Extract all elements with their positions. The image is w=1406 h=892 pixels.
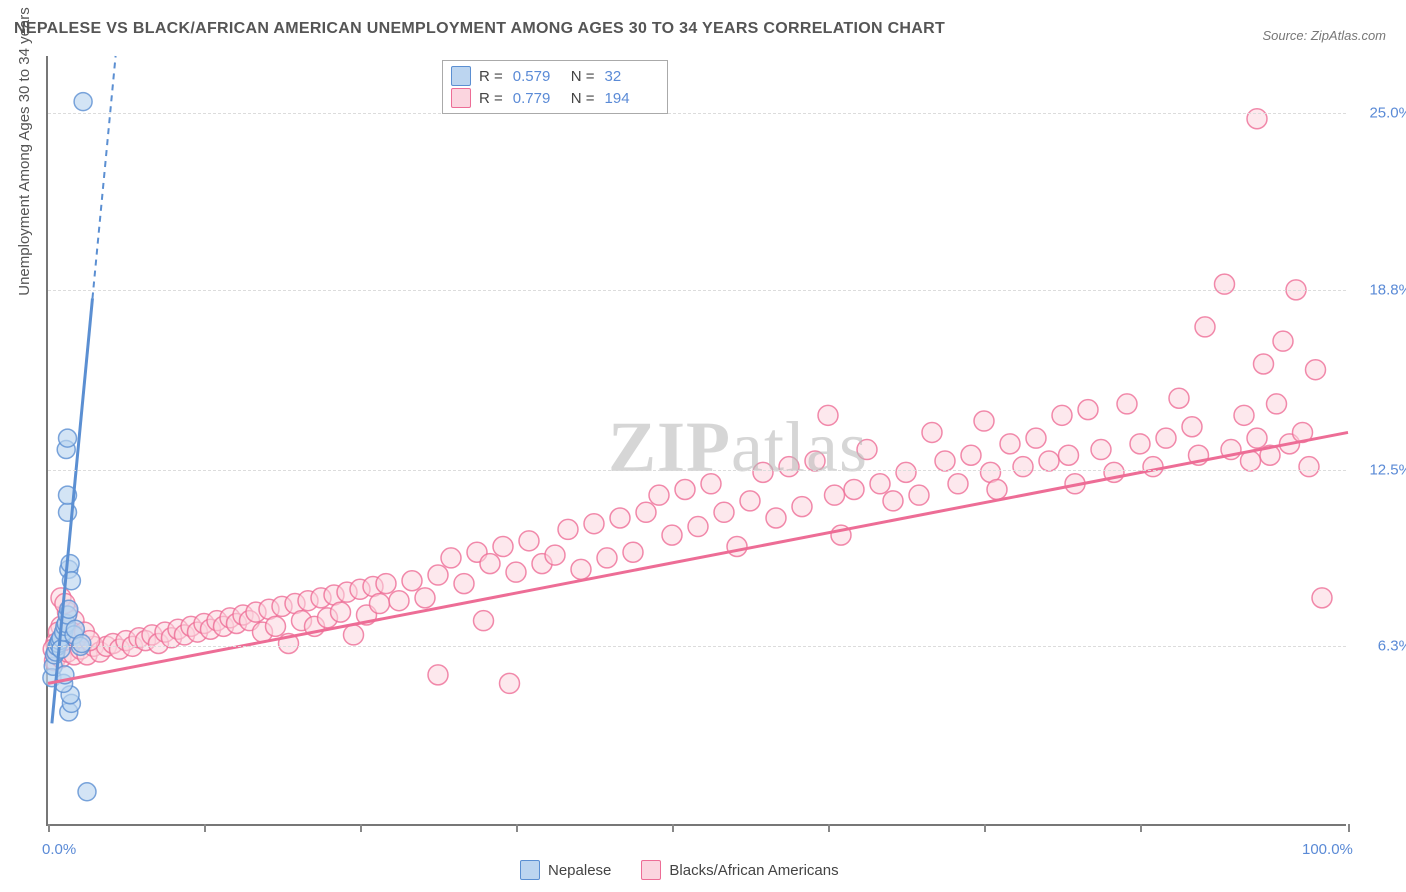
r-value: 0.579 [513,68,563,85]
y-tick-label: 25.0% [1369,105,1406,122]
n-value: 194 [605,90,655,107]
legend-label: Nepalese [548,862,611,879]
scatter-svg [48,56,1346,824]
y-tick-label: 12.5% [1369,461,1406,478]
swatch-icon [451,88,471,108]
plot-area: ZIPatlas 6.3%12.5%18.8%25.0%0.0%100.0% [46,56,1346,826]
n-value: 32 [605,68,655,85]
series-legend: Nepalese Blacks/African Americans [520,860,839,880]
correlation-chart: NEPALESE VS BLACK/AFRICAN AMERICAN UNEMP… [0,0,1406,892]
x-tick-label: 0.0% [42,841,76,858]
source-attribution: Source: ZipAtlas.com [1262,28,1386,43]
x-tick-label: 100.0% [1302,841,1353,858]
legend-label: Blacks/African Americans [669,862,838,879]
swatch-icon [641,860,661,880]
swatch-icon [520,860,540,880]
legend-item: Blacks/African Americans [641,860,838,880]
legend-item: Nepalese [520,860,611,880]
legend-row-nepalese: R = 0.579 N = 32 [451,65,655,87]
legend-row-black: R = 0.779 N = 194 [451,87,655,109]
y-axis-label: Unemployment Among Ages 30 to 34 years [16,7,33,296]
correlation-legend: R = 0.579 N = 32 R = 0.779 N = 194 [442,60,668,114]
y-tick-label: 18.8% [1369,281,1406,298]
swatch-icon [451,66,471,86]
y-tick-label: 6.3% [1378,638,1406,655]
r-value: 0.779 [513,90,563,107]
chart-title: NEPALESE VS BLACK/AFRICAN AMERICAN UNEMP… [14,20,945,38]
